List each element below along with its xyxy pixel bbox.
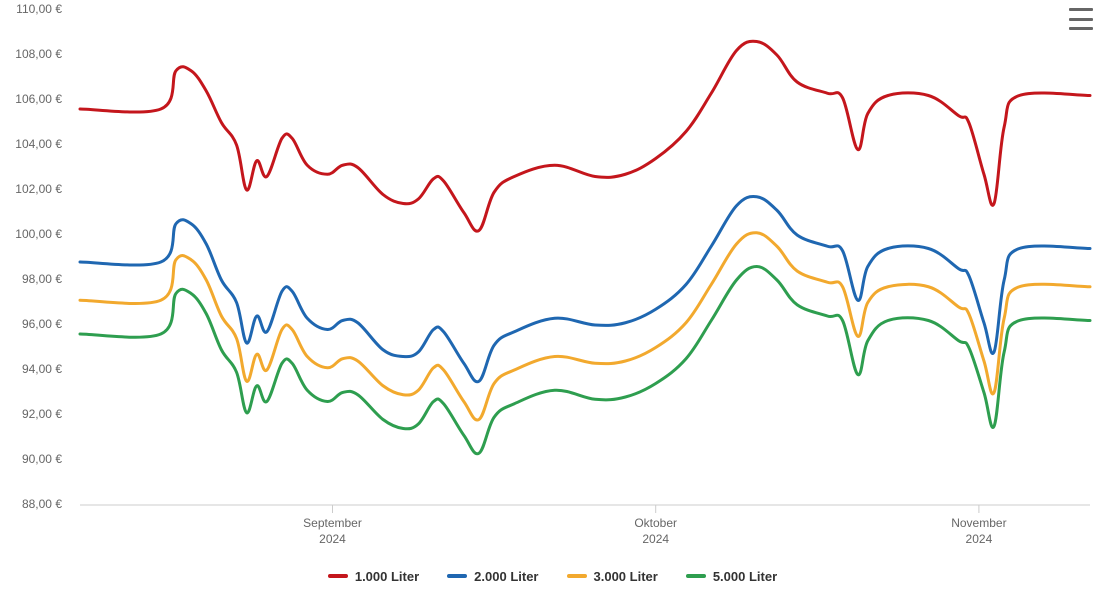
y-axis-tick-label: 100,00 € (15, 227, 62, 241)
x-axis-month-label: September (303, 516, 362, 530)
y-axis-tick-label: 96,00 € (22, 317, 62, 331)
legend-label: 3.000 Liter (594, 569, 658, 584)
legend-item[interactable]: 5.000 Liter (686, 569, 777, 584)
y-axis-tick-label: 92,00 € (22, 407, 62, 421)
legend-item[interactable]: 3.000 Liter (567, 569, 658, 584)
chart-legend: 1.000 Liter 2.000 Liter 3.000 Liter 5.000 L… (0, 565, 1105, 584)
chart-menu-icon[interactable] (1069, 8, 1093, 30)
legend-label: 2.000 Liter (474, 569, 538, 584)
chart-plot-area: 88,00 € 90,00 € 92,00 € 94,00 € 96,00 € 98,00… (0, 0, 1105, 602)
legend-swatch (686, 574, 706, 578)
x-axis-year-label: 2024 (966, 532, 993, 546)
y-axis-tick-label: 88,00 € (22, 497, 62, 511)
y-axis-tick-label: 94,00 € (22, 362, 62, 376)
y-axis-tick-label: 106,00 € (15, 92, 62, 106)
y-axis-tick-label: 102,00 € (15, 182, 62, 196)
x-axis-month-label: Oktober (634, 516, 677, 530)
legend-item[interactable]: 1.000 Liter (328, 569, 419, 584)
legend-swatch (567, 574, 587, 578)
y-axis-tick-label: 110,00 € (16, 2, 62, 16)
y-axis-tick-label: 90,00 € (22, 452, 62, 466)
y-axis-tick-label: 104,00 € (15, 137, 62, 151)
legend-label: 1.000 Liter (355, 569, 419, 584)
legend-swatch (447, 574, 467, 578)
price-chart: 88,00 € 90,00 € 92,00 € 94,00 € 96,00 € 98,00… (0, 0, 1105, 602)
legend-label: 5.000 Liter (713, 569, 777, 584)
legend-item[interactable]: 2.000 Liter (447, 569, 538, 584)
legend-swatch (328, 574, 348, 578)
x-axis-month-label: November (951, 516, 1006, 530)
series-line[interactable] (80, 41, 1090, 231)
x-axis-year-label: 2024 (319, 532, 346, 546)
x-axis-year-label: 2024 (642, 532, 669, 546)
y-axis-tick-label: 108,00 € (15, 47, 62, 61)
series-line[interactable] (80, 197, 1090, 382)
y-axis-tick-label: 98,00 € (22, 272, 62, 286)
